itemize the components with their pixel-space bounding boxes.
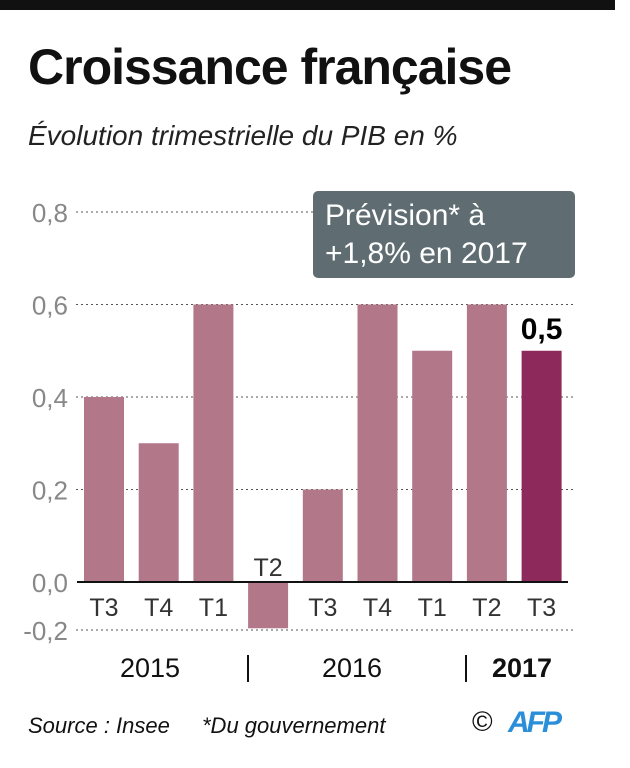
- y-tick-label: -0,2: [23, 616, 68, 646]
- x-tick-label: T3: [527, 594, 556, 622]
- afp-logo: AFP: [508, 706, 562, 739]
- bar: [248, 582, 289, 629]
- y-tick-label: 0,8: [32, 198, 68, 228]
- annotation-line-1: Prévision* à: [325, 199, 486, 232]
- bar: [466, 304, 507, 582]
- bar: [357, 304, 398, 582]
- x-tick-label: T4: [144, 594, 173, 622]
- highlight-value-label: 0,5: [521, 313, 563, 346]
- copyright-symbol: ©: [472, 706, 493, 737]
- footnote-text: *Du gouvernement: [202, 713, 386, 738]
- y-tick-label: 0,4: [32, 383, 68, 413]
- bar: [521, 350, 562, 582]
- chart-title: Croissance française: [28, 39, 512, 95]
- source-text: Source : Insee: [28, 713, 170, 738]
- y-tick-label: 0,0: [32, 568, 68, 598]
- x-tick-label: T3: [308, 594, 337, 622]
- y-tick-label: 0,2: [32, 476, 68, 506]
- bar: [302, 489, 343, 582]
- bar: [138, 443, 179, 582]
- footer: Source : Insee *Du gouvernement: [28, 713, 411, 739]
- annotation-line-2: +1,8% en 2017: [325, 237, 528, 270]
- x-tick-label: T3: [89, 594, 118, 622]
- forecast-annotation: Prévision* à +1,8% en 2017: [313, 191, 575, 278]
- bar: [412, 350, 453, 582]
- x-tick-label: T1: [199, 594, 228, 622]
- x-tick-label: T2: [254, 554, 283, 582]
- x-tick-label: T4: [363, 594, 392, 622]
- bar: [193, 304, 234, 582]
- top-rule: [0, 0, 615, 10]
- x-tick-label: T1: [418, 594, 447, 622]
- chart-subtitle: Évolution trimestrielle du PIB en %: [28, 120, 458, 151]
- year-label: 2015: [120, 653, 180, 683]
- bar: [84, 397, 124, 582]
- x-tick-label: T2: [472, 594, 501, 622]
- year-label: 2017: [492, 653, 552, 683]
- year-label: 2016: [322, 653, 382, 683]
- y-tick-label: 0,6: [32, 291, 68, 321]
